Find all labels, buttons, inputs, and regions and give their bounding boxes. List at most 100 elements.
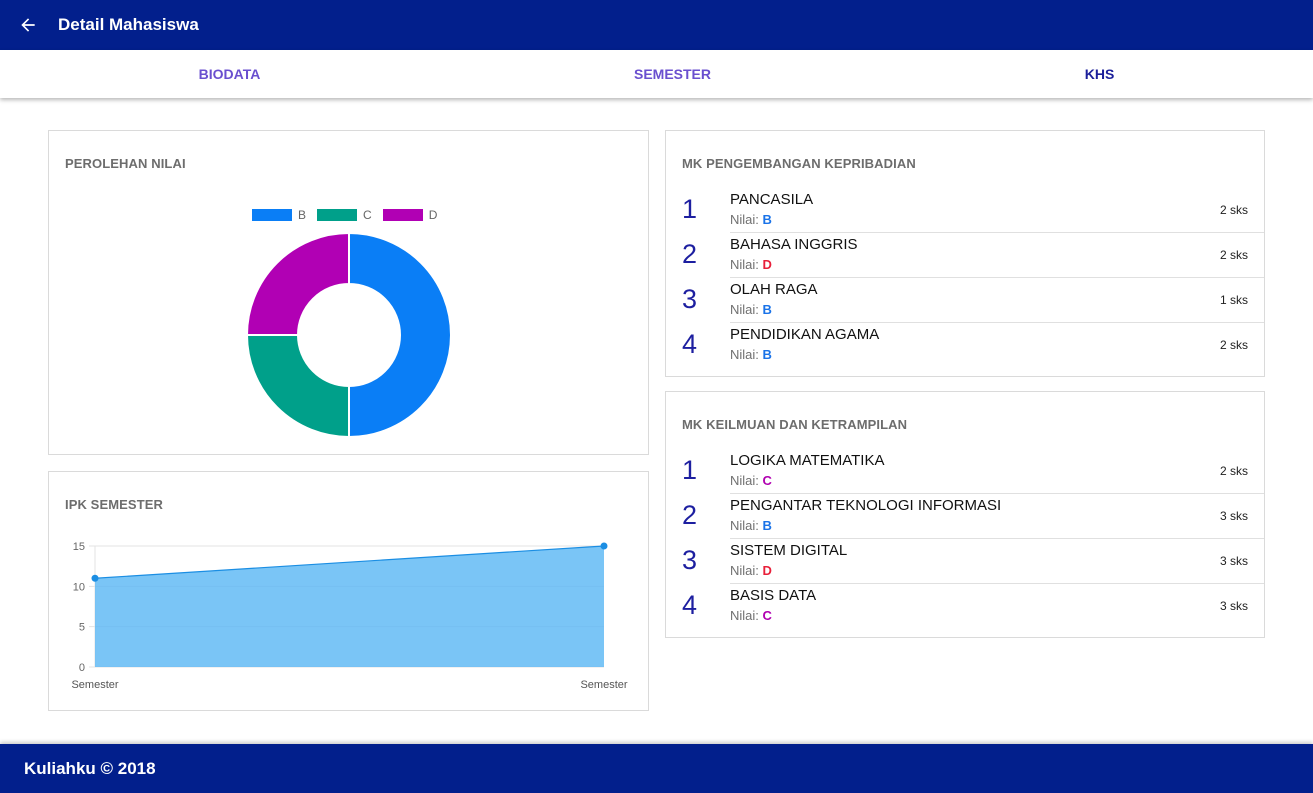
course-sks: 2 sks	[1219, 248, 1248, 262]
ipk-card-title: IPK SEMESTER	[65, 497, 163, 512]
course-sks: 3 sks	[1219, 509, 1248, 523]
ipk-point[interactable]	[91, 574, 99, 582]
course-grade-line: Nilai: C	[730, 473, 772, 488]
legend-swatch	[382, 209, 423, 221]
course-number: 2	[682, 239, 698, 269]
course-sks: 3 sks	[1219, 599, 1248, 613]
grade-donut-chart	[245, 231, 452, 439]
course-number: 4	[682, 329, 698, 359]
grade-value: B	[762, 518, 772, 533]
y-tick-label: 0	[79, 662, 85, 674]
course-row[interactable]: 4 BASIS DATA Nilai: C 3 sks	[666, 584, 1264, 629]
course-name: OLAH RAGA	[730, 281, 818, 298]
app-bar: Detail Mahasiswa	[0, 0, 1313, 50]
course-name: BAHASA INGGRIS	[730, 236, 858, 253]
grade-label: Nilai:	[730, 257, 763, 272]
legend-label: B	[298, 208, 307, 222]
course-name: SISTEM DIGITAL	[730, 542, 848, 559]
tab-biodata[interactable]: BIODATA	[198, 66, 261, 82]
skills-card-title: MK KEILMUAN DAN KETRAMPILAN	[682, 417, 908, 432]
course-row[interactable]: 2 BAHASA INGGRIS Nilai: D 2 sks	[666, 233, 1264, 278]
y-tick-label: 10	[73, 581, 85, 593]
x-tick-label: Semester	[580, 679, 627, 691]
page-title: Detail Mahasiswa	[58, 15, 199, 34]
grade-distribution-card: PEROLEHAN NILAI B C D	[48, 130, 649, 455]
course-row[interactable]: 4 PENDIDIKAN AGAMA Nilai: B 2 sks	[666, 323, 1264, 368]
personality-courses-card: MK PENGEMBANGAN KEPRIBADIAN 1 PANCASILA Ni…	[665, 130, 1265, 377]
grade-label: Nilai:	[730, 563, 763, 578]
legend-label: C	[363, 208, 372, 222]
ipk-line	[94, 545, 605, 579]
course-grade-line: Nilai: C	[730, 608, 772, 623]
ipk-semester-card: IPK SEMESTER 0 5 10 15 Semester Semester	[48, 471, 649, 711]
legend-swatch	[252, 209, 292, 221]
legend-swatch	[317, 209, 358, 221]
course-sks: 3 sks	[1219, 554, 1248, 568]
divider	[730, 322, 1264, 323]
donut-slice-b[interactable]	[348, 231, 452, 439]
grade-value: C	[762, 473, 772, 488]
donut-slice-d[interactable]	[245, 231, 350, 336]
arrow-left-icon	[21, 18, 35, 32]
grade-label: Nilai:	[730, 473, 763, 488]
course-number: 1	[682, 455, 698, 485]
course-number: 3	[682, 284, 698, 314]
course-number: 2	[682, 500, 698, 530]
tab-bar: BIODATA SEMESTER KHS	[0, 50, 1313, 98]
grade-value: C	[762, 608, 772, 623]
divider	[730, 493, 1264, 494]
course-row[interactable]: 2 PENGANTAR TEKNOLOGI INFORMASI Nilai: B 3 …	[666, 494, 1264, 539]
course-number: 3	[682, 545, 698, 575]
grade-card-title: PEROLEHAN NILAI	[65, 156, 186, 171]
course-sks: 2 sks	[1219, 338, 1248, 352]
course-name: BASIS DATA	[730, 587, 817, 604]
course-grade-line: Nilai: D	[730, 257, 772, 272]
grade-label: Nilai:	[730, 608, 763, 623]
donut-slice-c[interactable]	[245, 334, 350, 439]
y-tick-label: 5	[79, 622, 85, 634]
course-row[interactable]: 3 OLAH RAGA Nilai: B 1 sks	[666, 278, 1264, 323]
divider	[730, 232, 1264, 233]
course-row[interactable]: 3 SISTEM DIGITAL Nilai: D 3 sks	[666, 539, 1264, 584]
legend-label: D	[428, 208, 438, 222]
legend-item-c[interactable]: C	[317, 208, 372, 222]
grade-label: Nilai:	[730, 212, 763, 227]
divider	[730, 583, 1264, 584]
personality-card-title: MK PENGEMBANGAN KEPRIBADIAN	[682, 156, 916, 171]
course-row[interactable]: 1 PANCASILA Nilai: B 2 sks	[666, 188, 1264, 233]
course-number: 4	[682, 590, 698, 620]
course-grade-line: Nilai: B	[730, 302, 772, 317]
course-grade-line: Nilai: B	[730, 347, 772, 362]
course-name: LOGIKA MATEMATIKA	[730, 452, 885, 469]
legend-item-d[interactable]: D	[382, 208, 438, 222]
course-sks: 2 sks	[1219, 464, 1248, 478]
course-grade-line: Nilai: B	[730, 212, 772, 227]
course-grade-line: Nilai: D	[730, 563, 772, 578]
course-list: 1 PANCASILA Nilai: B 2 sks 2 BAHASA INGGRIS Ni…	[666, 188, 1264, 368]
footer-text: Kuliahku © 2018	[24, 758, 156, 778]
back-button[interactable]	[0, 0, 56, 50]
tab-khs[interactable]: KHS	[1084, 66, 1115, 82]
grade-value: B	[762, 212, 772, 227]
grade-value: D	[762, 563, 772, 578]
grade-label: Nilai:	[730, 302, 763, 317]
chart-legend: B C D	[252, 208, 448, 222]
grade-label: Nilai:	[730, 518, 763, 533]
course-name: PENGANTAR TEKNOLOGI INFORMASI	[730, 497, 1002, 514]
course-name: PENDIDIKAN AGAMA	[730, 326, 880, 343]
course-sks: 2 sks	[1219, 203, 1248, 217]
course-list: 1 LOGIKA MATEMATIKA Nilai: C 2 sks 2 PENGANTA…	[666, 449, 1264, 629]
legend-item-b[interactable]: B	[252, 208, 306, 222]
course-sks: 1 sks	[1219, 293, 1248, 307]
course-grade-line: Nilai: B	[730, 518, 772, 533]
ipk-point[interactable]	[600, 542, 608, 550]
tab-semester[interactable]: SEMESTER	[633, 66, 711, 82]
course-number: 1	[682, 194, 698, 224]
grade-value: B	[762, 347, 772, 362]
grade-value: D	[762, 257, 772, 272]
y-tick-label: 15	[73, 541, 85, 553]
skills-courses-card: MK KEILMUAN DAN KETRAMPILAN 1 LOGIKA MATE…	[665, 391, 1265, 638]
divider	[730, 277, 1264, 278]
grade-label: Nilai:	[730, 347, 763, 362]
course-row[interactable]: 1 LOGIKA MATEMATIKA Nilai: C 2 sks	[666, 449, 1264, 494]
